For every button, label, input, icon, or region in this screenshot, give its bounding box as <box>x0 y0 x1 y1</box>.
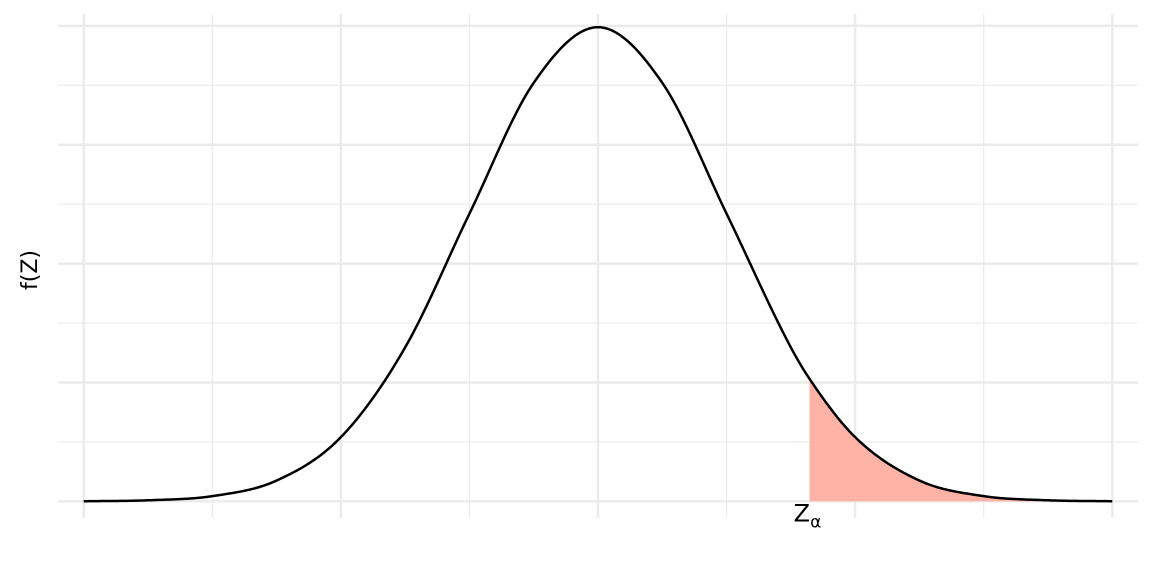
critical-value-subscript: α <box>810 512 821 532</box>
density-curve <box>83 25 1113 503</box>
shaded-tail-area <box>809 378 1113 502</box>
critical-value-symbol: Z <box>794 499 810 527</box>
grid-lines <box>58 14 1138 518</box>
y-axis-label: f(Z) <box>18 250 43 290</box>
critical-value-label: Zα <box>794 499 822 532</box>
